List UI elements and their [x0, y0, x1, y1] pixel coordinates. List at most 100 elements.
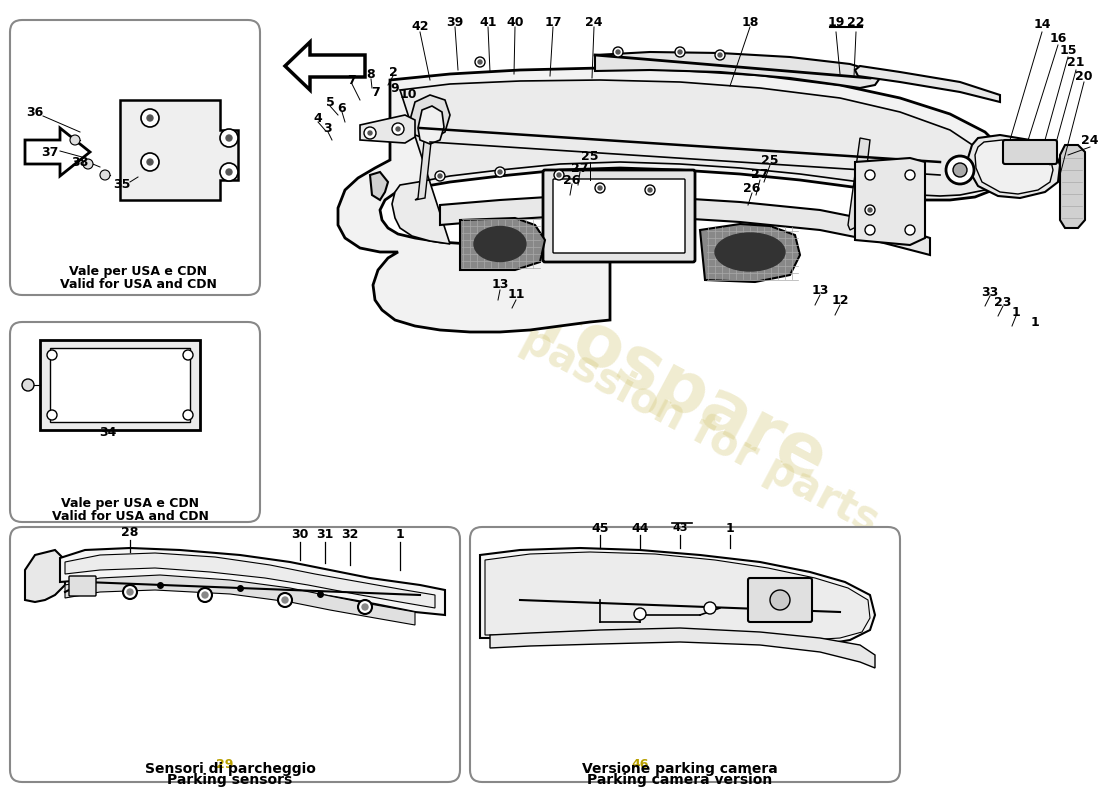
Circle shape — [718, 53, 722, 57]
Circle shape — [475, 57, 485, 67]
Text: 6: 6 — [338, 102, 346, 114]
Polygon shape — [700, 224, 800, 282]
Polygon shape — [418, 106, 444, 144]
Text: 5: 5 — [326, 95, 334, 109]
Text: 2: 2 — [388, 66, 397, 78]
Circle shape — [946, 156, 974, 184]
Circle shape — [438, 174, 442, 178]
Text: 17: 17 — [544, 15, 562, 29]
Circle shape — [704, 602, 716, 614]
Text: 25: 25 — [581, 150, 598, 163]
Text: 19: 19 — [827, 15, 845, 29]
FancyBboxPatch shape — [470, 527, 900, 782]
Text: 33: 33 — [981, 286, 999, 298]
Circle shape — [865, 225, 874, 235]
FancyBboxPatch shape — [69, 576, 96, 596]
Polygon shape — [440, 195, 930, 255]
Text: Vale per USA e CDN: Vale per USA e CDN — [69, 266, 207, 278]
Circle shape — [282, 597, 288, 603]
Circle shape — [126, 589, 133, 595]
Circle shape — [953, 163, 967, 177]
Text: 29: 29 — [217, 758, 233, 771]
Circle shape — [770, 590, 790, 610]
Circle shape — [865, 205, 874, 215]
FancyBboxPatch shape — [553, 179, 685, 253]
Circle shape — [368, 131, 372, 135]
Text: passion for parts: passion for parts — [514, 318, 886, 542]
Polygon shape — [25, 128, 90, 176]
Circle shape — [198, 588, 212, 602]
Text: 13: 13 — [492, 278, 508, 291]
Text: Sensori di parcheggio: Sensori di parcheggio — [144, 762, 316, 776]
Circle shape — [183, 350, 192, 360]
Text: 9: 9 — [390, 82, 399, 94]
Text: 1: 1 — [1012, 306, 1021, 318]
Text: 36: 36 — [26, 106, 44, 119]
Polygon shape — [485, 552, 870, 640]
Circle shape — [613, 47, 623, 57]
Text: 18: 18 — [741, 15, 759, 29]
Polygon shape — [65, 553, 434, 608]
Text: 34: 34 — [99, 426, 117, 438]
Polygon shape — [480, 548, 874, 645]
Circle shape — [47, 410, 57, 420]
Polygon shape — [415, 104, 434, 200]
Polygon shape — [392, 80, 996, 244]
Circle shape — [868, 208, 872, 212]
Circle shape — [645, 185, 654, 195]
Text: Valid for USA and CDN: Valid for USA and CDN — [52, 510, 208, 523]
Circle shape — [202, 592, 208, 598]
Text: 46: 46 — [631, 758, 649, 771]
Polygon shape — [360, 115, 415, 143]
Text: 35: 35 — [113, 178, 131, 191]
Text: 3: 3 — [323, 122, 332, 134]
Text: 15: 15 — [1059, 43, 1077, 57]
Polygon shape — [855, 66, 1000, 102]
Circle shape — [648, 188, 652, 192]
Circle shape — [358, 600, 372, 614]
Polygon shape — [40, 340, 200, 430]
Circle shape — [715, 50, 725, 60]
Text: 28: 28 — [121, 526, 139, 539]
Text: Parking sensors: Parking sensors — [167, 773, 293, 787]
Circle shape — [557, 173, 561, 177]
Text: 14: 14 — [1033, 18, 1050, 31]
Circle shape — [495, 167, 505, 177]
Circle shape — [147, 115, 153, 121]
Text: 27: 27 — [571, 162, 588, 174]
Circle shape — [220, 163, 238, 181]
FancyBboxPatch shape — [748, 578, 812, 622]
Ellipse shape — [474, 226, 526, 262]
Text: 10: 10 — [399, 89, 417, 102]
Text: 42: 42 — [411, 21, 429, 34]
Text: 26: 26 — [744, 182, 761, 194]
Polygon shape — [490, 628, 874, 668]
Circle shape — [905, 170, 915, 180]
Text: 13: 13 — [812, 283, 828, 297]
Text: 24: 24 — [1081, 134, 1099, 146]
Polygon shape — [410, 95, 450, 140]
FancyBboxPatch shape — [10, 527, 460, 782]
Text: 41: 41 — [480, 15, 497, 29]
Text: 27: 27 — [751, 169, 769, 182]
Text: 11: 11 — [507, 289, 525, 302]
Text: 22: 22 — [847, 15, 865, 29]
Text: 7: 7 — [348, 74, 356, 86]
Circle shape — [616, 50, 620, 54]
Polygon shape — [595, 52, 880, 88]
Ellipse shape — [715, 233, 785, 271]
Text: 43: 43 — [672, 523, 688, 533]
Circle shape — [82, 159, 94, 169]
Circle shape — [478, 60, 482, 64]
Circle shape — [362, 604, 369, 610]
Circle shape — [498, 170, 502, 174]
Circle shape — [598, 186, 602, 190]
Text: eurospare: eurospare — [441, 242, 839, 498]
Polygon shape — [50, 348, 190, 422]
Circle shape — [865, 170, 874, 180]
Polygon shape — [968, 135, 1060, 198]
Polygon shape — [1060, 145, 1085, 228]
Circle shape — [595, 183, 605, 193]
Circle shape — [554, 170, 564, 180]
Text: 24: 24 — [585, 15, 603, 29]
